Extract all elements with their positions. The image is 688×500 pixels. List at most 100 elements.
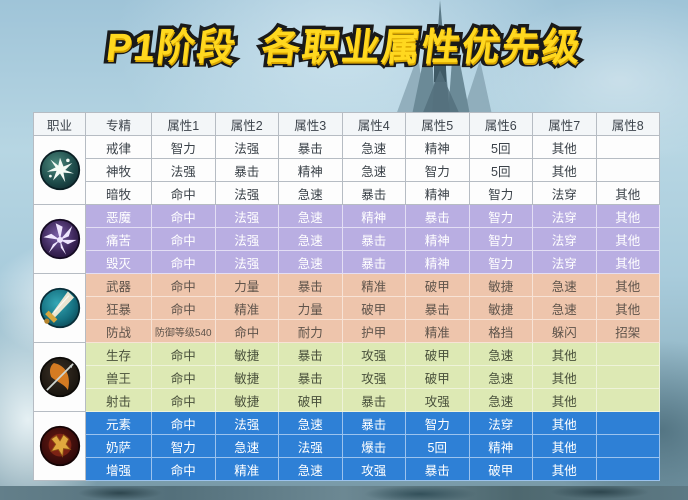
attr-cell (595, 411, 660, 435)
attr-cell: 其他 (532, 388, 597, 412)
attr-cell: 法强 (214, 135, 279, 159)
attr-cell: 智力 (468, 250, 533, 274)
attr-cell: 攻强 (341, 365, 406, 389)
attr-cell: 破甲 (341, 296, 406, 320)
table-row-warrior-武器: 武器 命中 力量 暴击 精准 破甲 敏捷 急速 其他 (33, 273, 660, 343)
attr-cell: 精准 (341, 273, 406, 297)
spec-cell: 射击 (85, 388, 152, 412)
attr-cell: 其他 (595, 273, 660, 297)
attr-cell: 急速 (468, 365, 533, 389)
attr-cell: 急速 (278, 250, 343, 274)
attr-cell: 敏捷 (214, 365, 279, 389)
attr-cell: 法穿 (532, 181, 597, 205)
attr-cell (595, 158, 660, 182)
spec-cell: 暗牧 (85, 181, 152, 205)
attr-cell: 其他 (595, 227, 660, 251)
attr-cell: 智力 (405, 158, 470, 182)
attr-cell: 其他 (532, 158, 597, 182)
attr-cell: 5回 (405, 434, 470, 458)
attr-cell (595, 388, 660, 412)
attr-cell: 急速 (278, 181, 343, 205)
attr-cell: 法强 (214, 411, 279, 435)
table-row-hunter-兽王: 兽王 命中 敏捷 暴击 攻强 破甲 急速 其他 (34, 365, 660, 389)
column-header: 属性6 (468, 112, 533, 136)
attr-cell: 5回 (468, 135, 533, 159)
attr-cell: 命中 (151, 457, 216, 481)
attr-cell: 法强 (151, 158, 216, 182)
spec-cell: 增强 (85, 457, 152, 481)
warlock-icon (33, 204, 86, 274)
attr-cell: 精准 (405, 319, 470, 343)
background-bottom-band (0, 486, 688, 500)
column-header: 属性5 (405, 112, 470, 136)
attr-cell (595, 365, 660, 389)
attr-cell: 智力 (151, 434, 216, 458)
attr-cell: 敏捷 (214, 388, 279, 412)
header-row: 职业 专精 属性1 属性2 属性3 属性4 属性5 属性6 属性7 属性8 (33, 112, 660, 136)
attr-cell: 5回 (468, 158, 533, 182)
attr-cell: 急速 (341, 135, 406, 159)
table-row-shaman-奶萨: 奶萨 智力 急速 法强 爆击 5回 精神 其他 (34, 434, 660, 458)
attr-cell: 暴击 (341, 250, 406, 274)
attr-cell: 攻强 (341, 342, 406, 366)
spec-cell: 奶萨 (85, 434, 152, 458)
attr-cell: 命中 (151, 204, 216, 228)
attr-cell: 力量 (278, 296, 343, 320)
attr-cell: 其他 (595, 204, 660, 228)
table-row-priest-戒律: 戒律 智力 法强 暴击 急速 精神 5回 其他 (33, 135, 660, 205)
attr-cell: 暴击 (341, 388, 406, 412)
attr-cell: 精准 (214, 457, 279, 481)
spec-cell: 武器 (85, 273, 152, 297)
attr-cell: 防御等级540 (151, 319, 216, 343)
spec-cell: 毁灭 (85, 250, 152, 274)
attr-cell: 破甲 (278, 388, 343, 412)
attr-cell: 急速 (214, 434, 279, 458)
attr-cell: 暴击 (341, 411, 406, 435)
spec-cell: 神牧 (85, 158, 152, 182)
attr-cell: 其他 (532, 365, 597, 389)
attr-cell: 暴击 (278, 273, 343, 297)
table-row-warrior-狂暴: 狂暴 命中 精准 力量 破甲 暴击 敏捷 急速 其他 (34, 296, 660, 320)
attr-cell (595, 135, 660, 159)
attr-cell: 精神 (341, 204, 406, 228)
table-row-hunter-生存: 生存 命中 敏捷 暴击 攻强 破甲 急速 其他 (33, 342, 660, 412)
attr-cell: 爆击 (341, 434, 406, 458)
table-row-warlock-痛苦: 痛苦 命中 法强 急速 暴击 精神 智力 法穿 其他 (34, 227, 660, 251)
attr-cell: 急速 (532, 296, 597, 320)
attr-cell: 力量 (214, 273, 279, 297)
spec-cell: 生存 (85, 342, 152, 366)
attr-cell: 破甲 (405, 342, 470, 366)
spec-cell: 元素 (85, 411, 152, 435)
column-header: 属性8 (595, 112, 660, 136)
attr-cell: 暴击 (405, 296, 470, 320)
attr-cell: 急速 (278, 411, 343, 435)
table-row-warrior-防战: 防战 防御等级540 命中 耐力 护甲 精准 格挡 躲闪 招架 (34, 319, 660, 343)
spec-cell: 兽王 (85, 365, 152, 389)
shaman-icon (33, 411, 86, 481)
attr-cell: 智力 (468, 181, 533, 205)
attr-cell: 法强 (214, 250, 279, 274)
attr-cell: 躲闪 (532, 319, 597, 343)
warrior-icon (33, 273, 86, 343)
attr-cell: 精神 (405, 250, 470, 274)
attr-cell: 破甲 (405, 365, 470, 389)
attr-cell: 护甲 (341, 319, 406, 343)
attr-cell: 命中 (151, 227, 216, 251)
priest-icon (33, 135, 86, 205)
table-row-warlock-毁灭: 毁灭 命中 法强 急速 暴击 精神 智力 法穿 其他 (34, 250, 660, 274)
attr-cell: 暴击 (214, 158, 279, 182)
attr-cell: 其他 (532, 434, 597, 458)
attr-cell (595, 342, 660, 366)
spec-cell: 恶魔 (85, 204, 152, 228)
attr-cell: 法穿 (532, 250, 597, 274)
attr-cell: 法穿 (468, 411, 533, 435)
attr-cell: 法强 (214, 181, 279, 205)
table-row-priest-神牧: 神牧 法强 暴击 精神 急速 智力 5回 其他 (34, 158, 660, 182)
table-row-shaman-增强: 增强 命中 精准 急速 攻强 暴击 破甲 其他 (34, 457, 660, 481)
frozen-throne-background-art (396, 0, 492, 115)
attr-cell: 其他 (532, 135, 597, 159)
attr-cell: 法强 (214, 204, 279, 228)
attr-cell: 法穿 (532, 227, 597, 251)
attr-cell: 命中 (214, 319, 279, 343)
attr-cell: 急速 (341, 158, 406, 182)
